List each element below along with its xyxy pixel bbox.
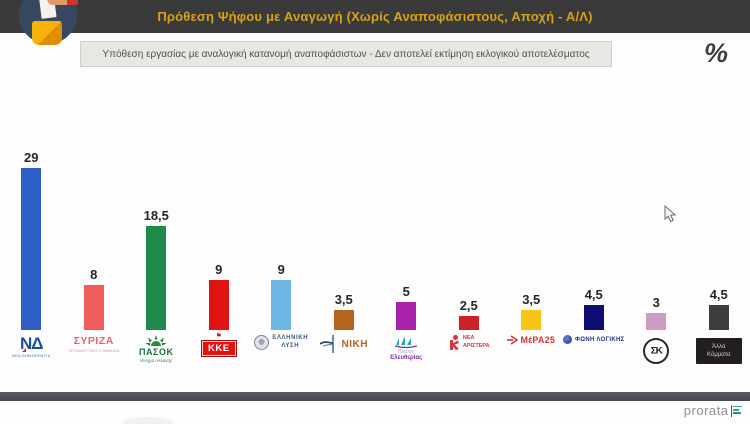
mera25-arrow-icon: [507, 335, 519, 345]
bar-value-label: 5: [402, 284, 410, 299]
disclaimer-text: Υπόθεση εργασίας με αναλογική κατανομή α…: [102, 48, 590, 60]
chart-column-nea-dimokratia: 29 ΝΔ ΝΕΑ ΔΗΜΟΚΡΑΤΙΑ: [0, 112, 63, 388]
party-logo-pasok: ΠΑΣΟΚ Κίνημα Αλλαγής: [139, 330, 173, 388]
alla-kommata-badge: Άλλα Κόμματα: [695, 338, 742, 364]
ballot-box-icon: [32, 21, 62, 45]
bar-value-label: 9: [277, 261, 285, 277]
nea-aristera-logo-line1: ΝΕΑ: [462, 335, 475, 342]
bar-kke: [208, 279, 229, 330]
alla-kommata-line1: Άλλα: [712, 343, 726, 350]
elliniki-lysi-logo-line1: ΕΛΛΗΝΙΚΗ: [272, 335, 309, 341]
foni-logikis-logo-text: ΦΩΝΗ ΛΟΓΙΚΗΣ: [575, 336, 625, 343]
pasok-logo-caption: Κίνημα Αλλαγής: [140, 358, 173, 363]
plefsi-logo-line1: Πλεύση: [397, 349, 415, 355]
chart-column-alla-kommata: 4,5 Άλλα Κόμματα: [688, 112, 750, 388]
bar-value-label: 4,5: [709, 286, 728, 302]
sk-monogram-circle-icon: ΣΚ: [643, 338, 670, 364]
bar-chart: 29 ΝΔ ΝΕΑ ΔΗΜΟΚΡΑΤΙΑ 8 ΣΥΡΙΖΑ ΠΡΟΟΔΕΥΤΙΚ…: [0, 112, 750, 388]
bar-plefsi-eleftherias: [396, 302, 417, 330]
chart-column-kke: 9 ⚑ ΚΚΕ: [188, 112, 251, 388]
bar-alla-kommata: [708, 304, 729, 330]
party-logo-syriza: ΣΥΡΙΖΑ ΠΡΟΟΔΕΥΤΙΚΗ ΣΥΜΜΑΧΙΑ: [68, 330, 119, 388]
prorata-logo-icon: [730, 404, 742, 417]
bar-niki: [333, 310, 354, 330]
nea-aristera-figure-icon: [449, 335, 459, 350]
prorata-brand: prorata: [684, 403, 742, 418]
niki-wing-icon: [319, 335, 334, 353]
bar-value-label: 3,5: [522, 292, 541, 308]
nd-logo-caption: ΝΕΑ ΔΗΜΟΚΡΑΤΙΑ: [11, 353, 51, 358]
plefsi-sailboat-icon: [395, 336, 418, 348]
bar-value-label: 3: [652, 295, 660, 311]
disclaimer-box: Υπόθεση εργασίας με αναλογική κατανομή α…: [80, 41, 612, 67]
ballot-box-logo: [19, 0, 79, 48]
pasok-sun-icon: [145, 335, 168, 346]
mouse-cursor-icon: [664, 205, 677, 223]
party-logo-kke: ⚑ ΚΚΕ: [200, 330, 237, 388]
bar-foni-logikis: [583, 304, 604, 330]
chart-column-mera25: 3,5 MέΡΑ25: [500, 112, 563, 388]
alla-kommata-line2: Κόμματα: [707, 352, 731, 358]
footer-divider-bar: [0, 392, 750, 401]
kke-flag-icon: ⚑: [215, 333, 222, 340]
niki-logo-text: ΝΙΚΗ: [341, 338, 368, 350]
party-logo-sk: ΣΚ: [643, 330, 670, 388]
party-logo-plefsi-eleftherias: Πλεύση Ελευθερίας: [390, 330, 422, 388]
chart-column-syriza: 8 ΣΥΡΙΖΑ ΠΡΟΟΔΕΥΤΙΚΗ ΣΥΜΜΑΧΙΑ: [63, 112, 126, 388]
elliniki-lysi-emblem-icon: [254, 335, 270, 350]
plefsi-logo-line2: Ελευθερίας: [390, 355, 423, 361]
chart-column-pasok: 18,5 ΠΑΣΟΚ Κίνημα Αλλαγής: [125, 112, 188, 388]
chart-column-plefsi-eleftherias: 5 Πλεύση Ελευθερίας: [375, 112, 438, 388]
bottom-left-arc-decoration: [122, 417, 174, 424]
bar-value-label: 18,5: [143, 208, 169, 224]
party-logo-nea-dimokratia: ΝΔ ΝΕΑ ΔΗΜΟΚΡΑΤΙΑ: [12, 330, 51, 388]
syriza-logo-caption: ΠΡΟΟΔΕΥΤΙΚΗ ΣΥΜΜΑΧΙΑ: [68, 348, 120, 353]
syriza-logo-text: ΣΥΡΙΖΑ: [73, 335, 114, 347]
nea-aristera-logo-line2: ΑΡΙΣΤΕΡΑ: [462, 342, 490, 349]
bar-pasok: [146, 226, 167, 330]
voting-hand-sleeve: [67, 0, 78, 5]
bar-mera25: [521, 310, 542, 330]
bar-sk: [646, 313, 667, 330]
party-logo-mera25: MέΡΑ25: [507, 330, 555, 388]
chart-column-elliniki-lysi: 9 ΕΛΛΗΝΙΚΗ ΛΥΣΗ: [250, 112, 313, 388]
voting-hand-icon: [47, 0, 72, 5]
kke-logo-text: ΚΚΕ: [200, 340, 237, 357]
mera25-logo-text: MέΡΑ25: [520, 335, 556, 345]
bar-value-label: 3,5: [334, 292, 353, 308]
chart-column-sk: 3 ΣΚ: [625, 112, 688, 388]
bar-value-label: 2,5: [459, 298, 478, 313]
header-bar: Πρόθεση Ψήφου με Αναγωγή (Χωρίς Αναποφάσ…: [0, 0, 750, 33]
party-logo-elliniki-lysi: ΕΛΛΗΝΙΚΗ ΛΥΣΗ: [254, 330, 308, 388]
bar-nea-aristera: [458, 316, 479, 330]
page-title: Πρόθεση Ψήφου με Αναγωγή (Χωρίς Αναποφάσ…: [157, 9, 593, 24]
bar-value-label: 29: [24, 149, 39, 165]
bar-value-label: 8: [90, 267, 98, 283]
party-logo-niki: ΝΙΚΗ: [319, 330, 368, 388]
chart-column-niki: 3,5 ΝΙΚΗ: [313, 112, 376, 388]
nd-logo-text: ΝΔ: [19, 334, 43, 353]
party-logo-nea-aristera: ΝΕΑ ΑΡΙΣΤΕΡΑ: [448, 330, 490, 388]
party-logo-alla-kommata: Άλλα Κόμματα: [695, 330, 742, 388]
bar-value-label: 4,5: [584, 286, 603, 302]
chart-column-foni-logikis: 4,5 ΦΩΝΗ ΛΟΓΙΚΗΣ: [563, 112, 626, 388]
prorata-logo-text: prorata: [683, 403, 729, 418]
pasok-logo-text: ΠΑΣΟΚ: [139, 347, 174, 357]
party-logo-foni-logikis: ΦΩΝΗ ΛΟΓΙΚΗΣ: [563, 330, 625, 388]
chart-column-nea-aristera: 2,5 ΝΕΑ ΑΡΙΣΤΕΡΑ: [438, 112, 501, 388]
percent-symbol: %: [703, 38, 728, 68]
bar-value-label: 9: [215, 261, 223, 277]
bar-syriza: [83, 285, 104, 330]
bar-nea-dimokratia: [21, 167, 42, 330]
elliniki-lysi-logo-line2: ΛΥΣΗ: [281, 342, 300, 349]
foni-logikis-emblem-icon: [563, 335, 572, 344]
bar-elliniki-lysi: [271, 279, 292, 330]
sk-monogram-text: ΣΚ: [650, 346, 663, 356]
